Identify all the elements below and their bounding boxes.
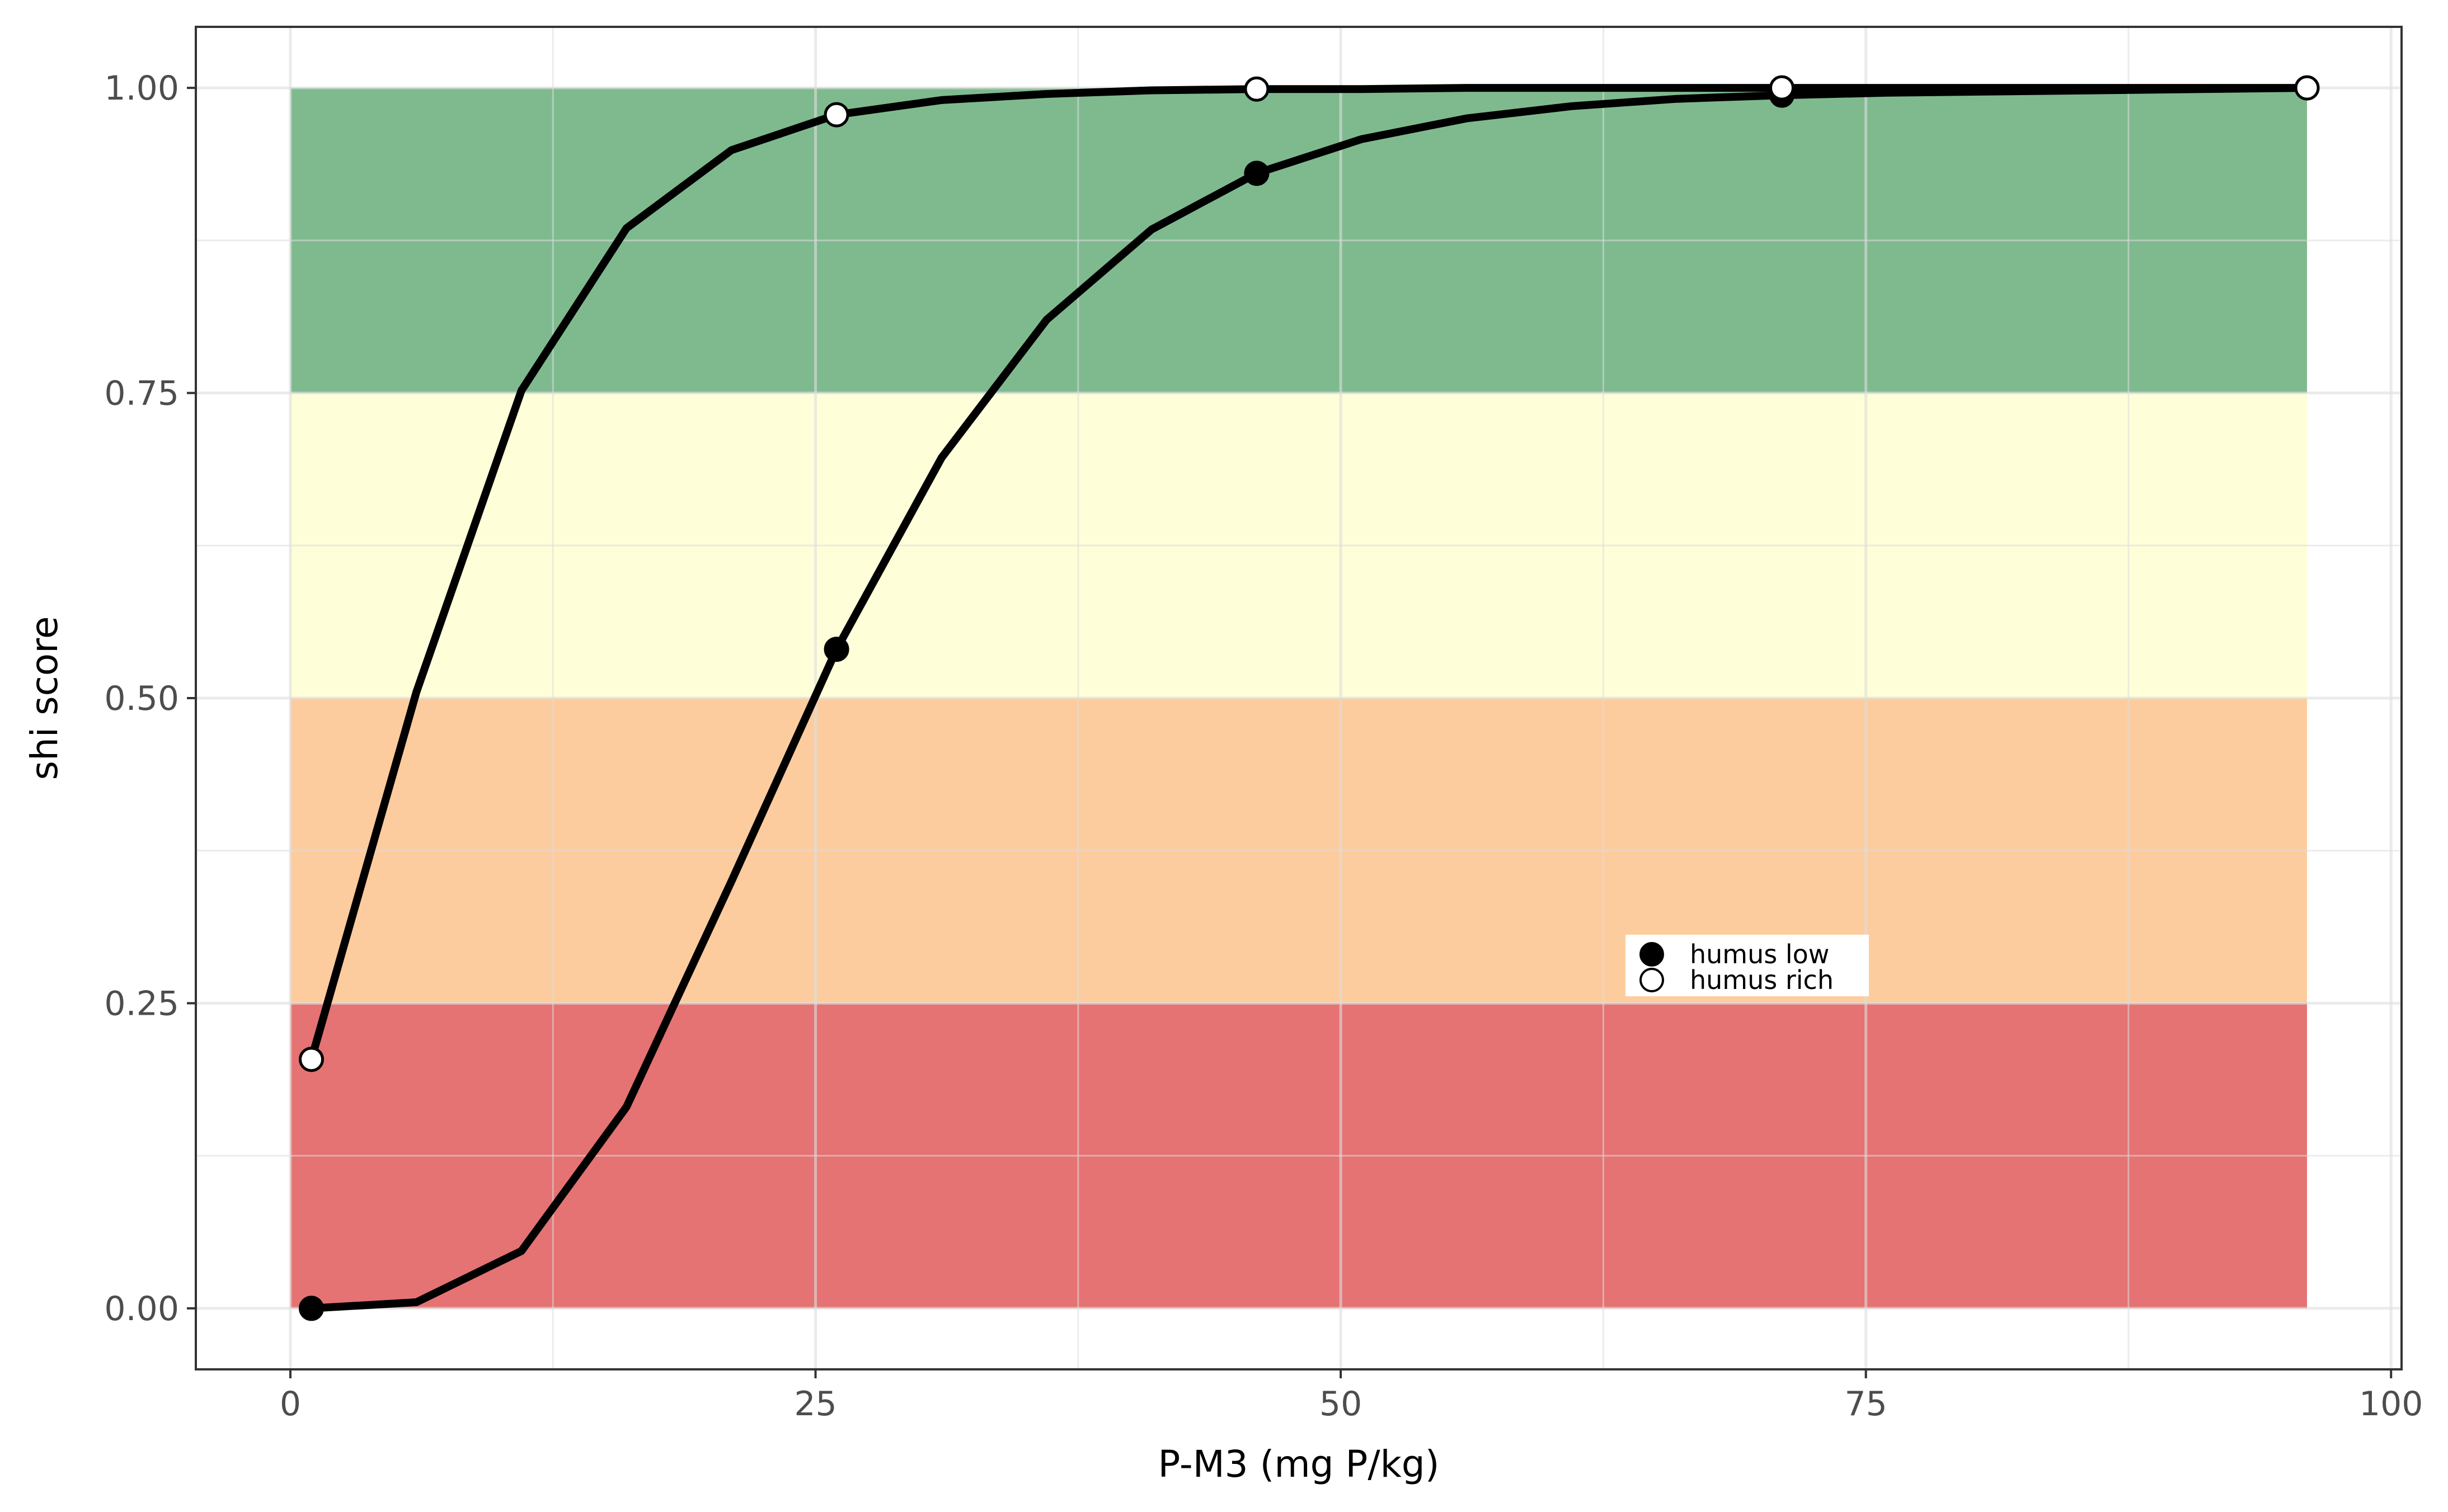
legend-key-humus-low xyxy=(1639,942,1664,967)
legend-label-humus-rich: humus rich xyxy=(1690,965,1834,995)
y-axis-title: shi score xyxy=(23,616,66,780)
legend: humus low humus rich xyxy=(1625,935,1869,996)
x-axis-title: P-M3 (mg P/kg) xyxy=(1158,1443,1440,1486)
series-markers xyxy=(298,75,2320,1321)
point-humus-rich-2 xyxy=(1244,76,1270,102)
y-tick-label-3: 0.75 xyxy=(104,374,179,413)
point-humus-rich-1 xyxy=(824,102,849,128)
point-humus-rich-0 xyxy=(298,1047,324,1072)
grid-lines xyxy=(196,27,2402,1369)
series-line-humus-rich xyxy=(307,84,2308,1061)
series-lines xyxy=(307,84,2308,1312)
x-tick-label-1: 25 xyxy=(794,1384,837,1424)
y-tick-label-1: 0.25 xyxy=(104,984,179,1023)
legend-label-humus-low: humus low xyxy=(1690,939,1829,969)
x-tick-label-4: 100 xyxy=(2359,1384,2423,1424)
legend-key-humus-rich xyxy=(1639,968,1664,992)
point-humus-low-1 xyxy=(824,637,849,662)
point-humus-low-0 xyxy=(298,1296,324,1321)
point-humus-low-2 xyxy=(1244,161,1270,186)
y-tick-label-0: 0.00 xyxy=(104,1289,179,1329)
x-tick-label-0: 0 xyxy=(280,1384,301,1424)
point-humus-rich-3 xyxy=(1769,75,1794,101)
point-humus-rich-4 xyxy=(2294,75,2320,101)
x-tick-label-3: 75 xyxy=(1844,1384,1887,1424)
x-tick-label-2: 50 xyxy=(1319,1384,1362,1424)
y-tick-label-2: 0.50 xyxy=(104,679,179,718)
y-axis: 0.00 0.25 0.50 0.75 1.00 xyxy=(104,69,196,1329)
x-axis: 0 25 50 75 100 xyxy=(280,1369,2423,1424)
legend-box xyxy=(1625,935,1869,996)
y-tick-label-4: 1.00 xyxy=(104,69,179,108)
